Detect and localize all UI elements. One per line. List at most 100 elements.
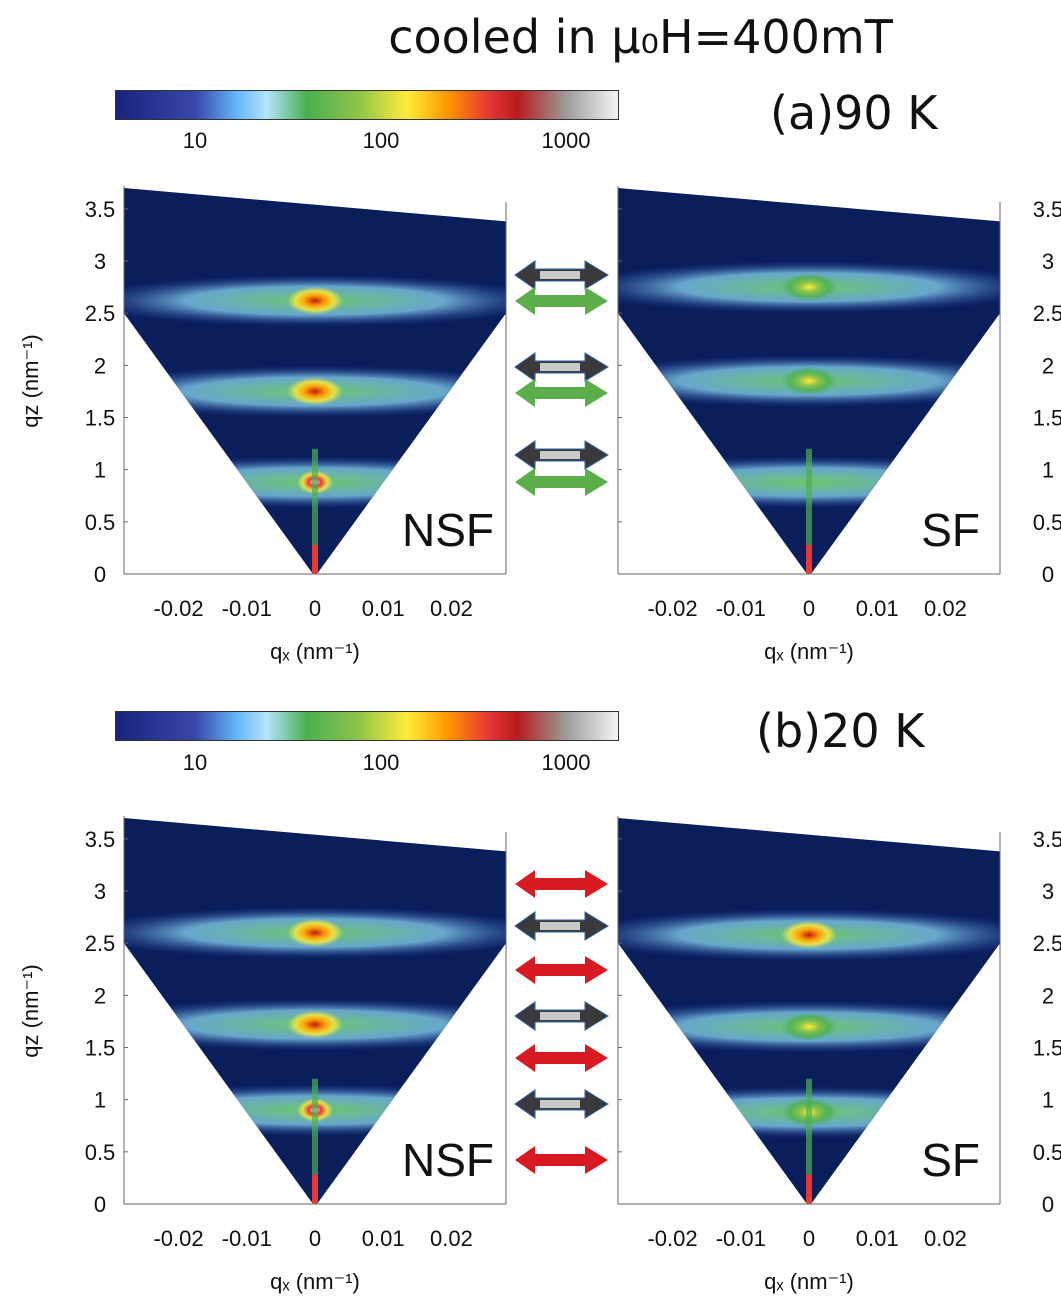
specular-rod — [806, 448, 812, 574]
y-tick-label: 0 — [1042, 562, 1054, 587]
x-tick-label: 0 — [803, 596, 815, 621]
x-axis-label: qₓ (nm⁻¹) — [764, 1269, 854, 1294]
specular-rod — [312, 1078, 318, 1204]
colorbar-tick: 100 — [362, 750, 400, 775]
y-tick-label: 1 — [1042, 1088, 1054, 1113]
x-axis-label: qₓ (nm⁻¹) — [764, 639, 854, 664]
polarization-label: SF — [921, 1134, 980, 1186]
y-tick-label: 0.5 — [85, 1140, 116, 1165]
y-tick-label: 2.5 — [1033, 301, 1061, 326]
spin-arrows-b — [514, 870, 609, 1174]
y-tick-label: 0 — [94, 1192, 106, 1217]
y-tick-label: 3.5 — [1033, 197, 1061, 222]
specular-rod — [312, 448, 318, 574]
colorbar-ticks-a: 10 100 1000 — [115, 128, 617, 158]
spin-arrow-neutral — [514, 260, 609, 290]
x-tick-label: -0.02 — [153, 1226, 203, 1251]
y-tick-label: 0.5 — [1033, 1140, 1061, 1165]
y-tick-label: 0.5 — [1033, 510, 1061, 535]
spin-arrow-red — [515, 870, 608, 898]
y-axis-label: qz (nm⁻¹) — [18, 334, 43, 428]
colorbar-b — [115, 711, 619, 741]
y-tick-label: 0.5 — [85, 510, 116, 535]
y-tick-label: 3.5 — [1033, 827, 1061, 852]
x-tick-label: -0.01 — [222, 596, 272, 621]
intensity-peak — [287, 286, 343, 315]
y-tick-label: 2 — [1042, 353, 1054, 378]
x-tick-label: -0.01 — [222, 1226, 272, 1251]
y-tick-label: 0 — [94, 562, 106, 587]
spin-arrow-neutral — [514, 440, 609, 470]
x-tick-label: 0.02 — [430, 1226, 473, 1251]
y-tick-label: 1 — [94, 458, 106, 483]
y-tick-label: 3.5 — [85, 197, 116, 222]
x-tick-label: -0.02 — [153, 596, 203, 621]
x-tick-label: -0.01 — [716, 596, 766, 621]
figure-title: cooled in μ₀H=400mT — [388, 10, 893, 64]
x-tick-label: -0.01 — [716, 1226, 766, 1251]
x-tick-label: 0.01 — [362, 596, 405, 621]
y-tick-label: 3 — [94, 879, 106, 904]
panel-label-a: (a)90 K — [770, 86, 938, 140]
spin-arrow-neutral — [514, 911, 609, 941]
spin-arrow-neutral — [514, 352, 609, 382]
y-tick-label: 3 — [1042, 249, 1054, 274]
spin-arrow-green — [515, 468, 608, 496]
spin-arrow-red — [515, 1044, 608, 1072]
specular-peak — [312, 544, 318, 574]
panel-label-b: (b)20 K — [756, 704, 925, 758]
specular-peak — [806, 1174, 812, 1204]
colorbar-tick: 10 — [182, 128, 208, 153]
spin-arrow-red — [515, 956, 608, 984]
y-tick-label: 2.5 — [1033, 931, 1061, 956]
intensity-peak — [781, 1012, 837, 1041]
x-tick-label: 0.02 — [430, 596, 473, 621]
intensity-peak — [781, 367, 837, 395]
y-tick-label: 1.5 — [1033, 1036, 1061, 1061]
y-tick-label: 2 — [1042, 983, 1054, 1008]
intensity-peak — [781, 920, 837, 949]
heatmap-b-nsf: 0 0.5 1 1.5 2 2.5 3 3.5 -0.02 -0.01 0 0.01 0.02 qₓ (n… — [18, 816, 507, 1294]
intensity-peak — [287, 377, 343, 406]
colorbar-a — [115, 90, 619, 120]
y-tick-label: 0 — [1042, 1192, 1054, 1217]
y-tick-label: 2.5 — [85, 931, 116, 956]
spin-arrow-green — [515, 379, 608, 407]
x-tick-label: 0 — [309, 596, 321, 621]
polarization-label: NSF — [402, 1134, 494, 1186]
spin-arrows-a — [514, 260, 609, 496]
y-tick-label: 1 — [1042, 458, 1054, 483]
x-axis-label: qₓ (nm⁻¹) — [270, 639, 360, 664]
spin-arrow-green — [515, 287, 608, 315]
intensity-peak — [287, 918, 343, 947]
y-tick-label: 2 — [94, 353, 106, 378]
colorbar-tick: 100 — [362, 128, 400, 153]
y-tick-label: 2.5 — [85, 301, 116, 326]
spin-arrow-neutral — [514, 1089, 609, 1119]
intensity-peak — [781, 273, 837, 302]
y-tick-label: 2 — [94, 983, 106, 1008]
colorbar-tick: 1000 — [541, 128, 591, 153]
y-tick-label: 1.5 — [85, 406, 116, 431]
x-tick-label: 0 — [309, 1226, 321, 1251]
x-tick-label: 0.02 — [924, 1226, 967, 1251]
heatmap-a-sf: 0 0.5 1 1.5 2 2.5 3 3.5 -0.02 -0.01 0 0.01 0.02 qₓ (n… — [617, 186, 1061, 664]
intensity-peak — [287, 1010, 343, 1039]
spin-arrow-neutral — [514, 1001, 609, 1031]
y-tick-label: 1 — [94, 1088, 106, 1113]
x-tick-label: 0 — [803, 1226, 815, 1251]
polarization-label: NSF — [402, 504, 494, 556]
x-tick-label: -0.02 — [647, 1226, 697, 1251]
x-axis-label: qₓ (nm⁻¹) — [270, 1269, 360, 1294]
specular-peak — [312, 1174, 318, 1204]
y-tick-label: 1.5 — [1033, 406, 1061, 431]
y-tick-label: 3 — [94, 249, 106, 274]
y-tick-label: 3.5 — [85, 827, 116, 852]
polarization-label: SF — [921, 504, 980, 556]
heatmap-b-sf: 0 0.5 1 1.5 2 2.5 3 3.5 -0.02 -0.01 0 0.01 0.02 qₓ (n… — [617, 816, 1061, 1294]
x-tick-label: -0.02 — [647, 596, 697, 621]
y-axis-label: qz (nm⁻¹) — [18, 964, 43, 1058]
colorbar-tick: 1000 — [541, 750, 591, 775]
spin-arrow-red — [515, 1146, 608, 1174]
scattering-band — [618, 456, 1000, 509]
